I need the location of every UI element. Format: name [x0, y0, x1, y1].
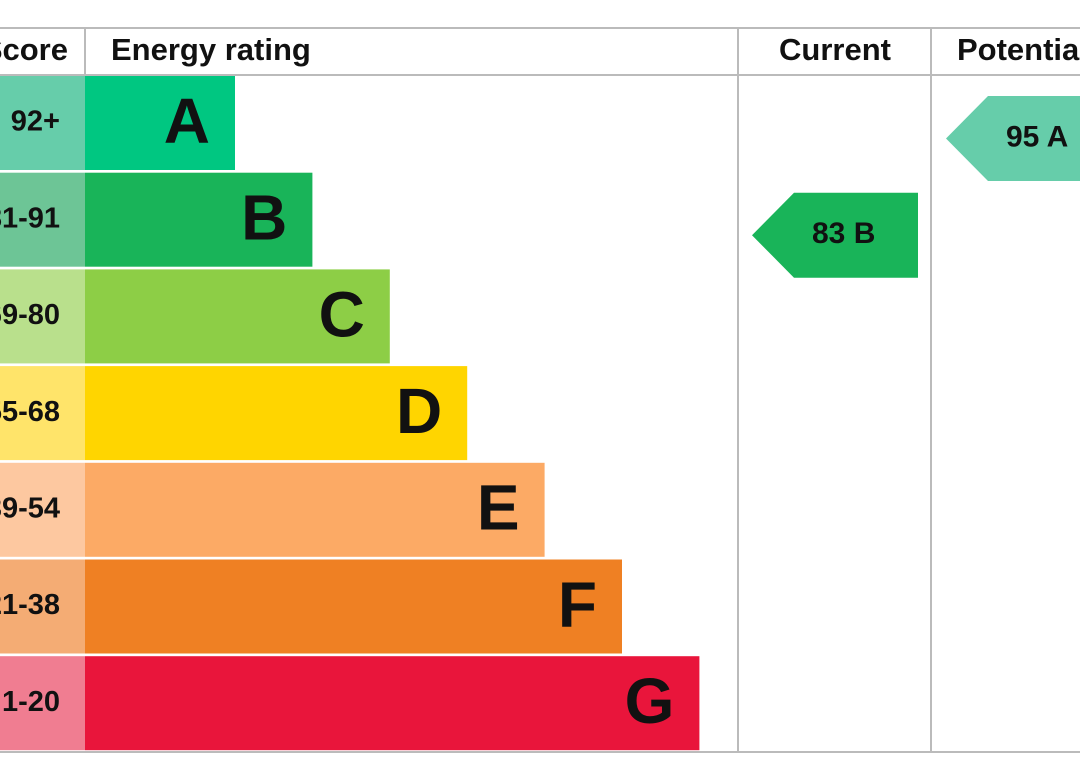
header: Score	[0, 32, 68, 67]
score-cell	[0, 269, 85, 364]
current-label: 83 B	[812, 217, 875, 250]
rating-letter: B	[241, 182, 287, 254]
rating-letter: A	[164, 85, 210, 157]
potential-arrow	[946, 96, 1080, 181]
score-cell	[0, 656, 85, 751]
rating-letter: C	[319, 278, 365, 350]
score-cell	[0, 366, 85, 461]
score-range: 81-91	[0, 202, 60, 234]
rating-bar	[85, 269, 390, 364]
score-cell	[0, 462, 85, 557]
header: Potential	[957, 32, 1080, 67]
potential-label: 95 A	[1006, 120, 1068, 153]
rating-bar	[85, 76, 235, 170]
rating-bar	[85, 172, 313, 267]
score-cell	[0, 559, 85, 654]
score-range: 69-80	[0, 299, 60, 331]
current-arrow	[752, 192, 918, 278]
header: Energy rating	[111, 32, 311, 67]
score-range: 39-54	[0, 492, 60, 524]
score-range: 92+	[11, 106, 60, 138]
score-cell	[0, 76, 85, 170]
rating-letter: E	[477, 472, 520, 544]
rating-letter: F	[558, 568, 597, 640]
rating-letter: D	[396, 375, 442, 447]
score-cell	[0, 172, 85, 267]
score-range: 1-20	[2, 686, 60, 718]
rating-letter: G	[625, 665, 675, 737]
rating-bar	[85, 559, 622, 654]
score-range: 21-38	[0, 589, 60, 621]
score-range: 55-68	[0, 396, 60, 428]
rating-bar	[85, 366, 468, 461]
rating-bar	[85, 656, 700, 751]
header: Current	[779, 32, 891, 67]
rating-bar	[85, 462, 545, 557]
